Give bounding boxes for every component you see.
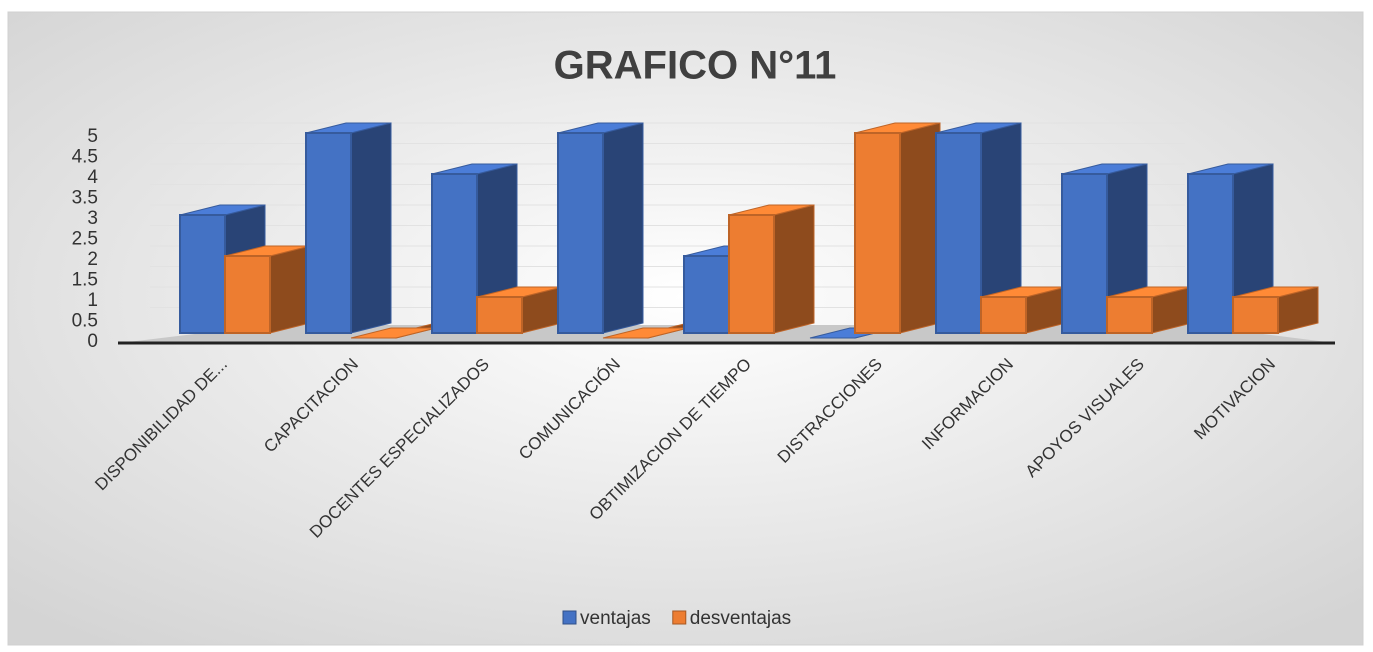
bar — [980, 286, 1067, 334]
y-tick-label: 0.5 — [72, 311, 98, 332]
legend-swatch — [562, 610, 577, 625]
legend-swatch — [672, 610, 687, 625]
bar — [728, 204, 815, 334]
bar-front — [980, 296, 1027, 334]
bar-side — [602, 122, 644, 334]
bar-front — [179, 214, 226, 334]
y-tick-label: 1 — [87, 290, 98, 311]
y-tick-label: 2.5 — [72, 229, 98, 250]
bar — [557, 122, 644, 334]
bar-front — [557, 132, 604, 334]
bar — [476, 286, 563, 334]
bar — [224, 245, 311, 334]
bar-front — [935, 132, 982, 334]
chart-title: GRAFICO N°11 — [554, 44, 837, 88]
bar — [935, 122, 1022, 334]
bar-front — [854, 132, 901, 334]
bar-front — [1232, 296, 1279, 334]
y-tick-label: 5 — [87, 126, 98, 147]
bar-side — [269, 245, 311, 334]
bar-side — [899, 122, 941, 334]
bar — [1106, 286, 1193, 334]
y-tick-label: 4.5 — [72, 147, 98, 168]
legend-label: desventajas — [690, 608, 791, 629]
bar-side — [773, 204, 815, 334]
bar-front — [1106, 296, 1153, 334]
bar-front — [1061, 173, 1108, 334]
bar-side — [350, 122, 392, 334]
bar-front — [305, 132, 352, 334]
bar — [431, 163, 518, 334]
bar — [1232, 286, 1319, 334]
legend-label: ventajas — [580, 608, 651, 629]
bar-front — [431, 173, 478, 334]
bar-front — [1187, 173, 1234, 334]
bar — [305, 122, 392, 334]
y-tick-label: 3.5 — [72, 188, 98, 209]
y-tick-label: 2 — [87, 249, 98, 270]
y-tick-label: 0 — [87, 331, 98, 352]
bar-front — [728, 214, 775, 334]
bar-front — [476, 296, 523, 334]
y-tick-label: 3 — [87, 208, 98, 229]
bar — [854, 122, 941, 334]
bar-front — [683, 255, 730, 334]
y-tick-label: 1.5 — [72, 270, 98, 291]
bar-front — [224, 255, 271, 334]
y-tick-label: 4 — [87, 167, 98, 188]
